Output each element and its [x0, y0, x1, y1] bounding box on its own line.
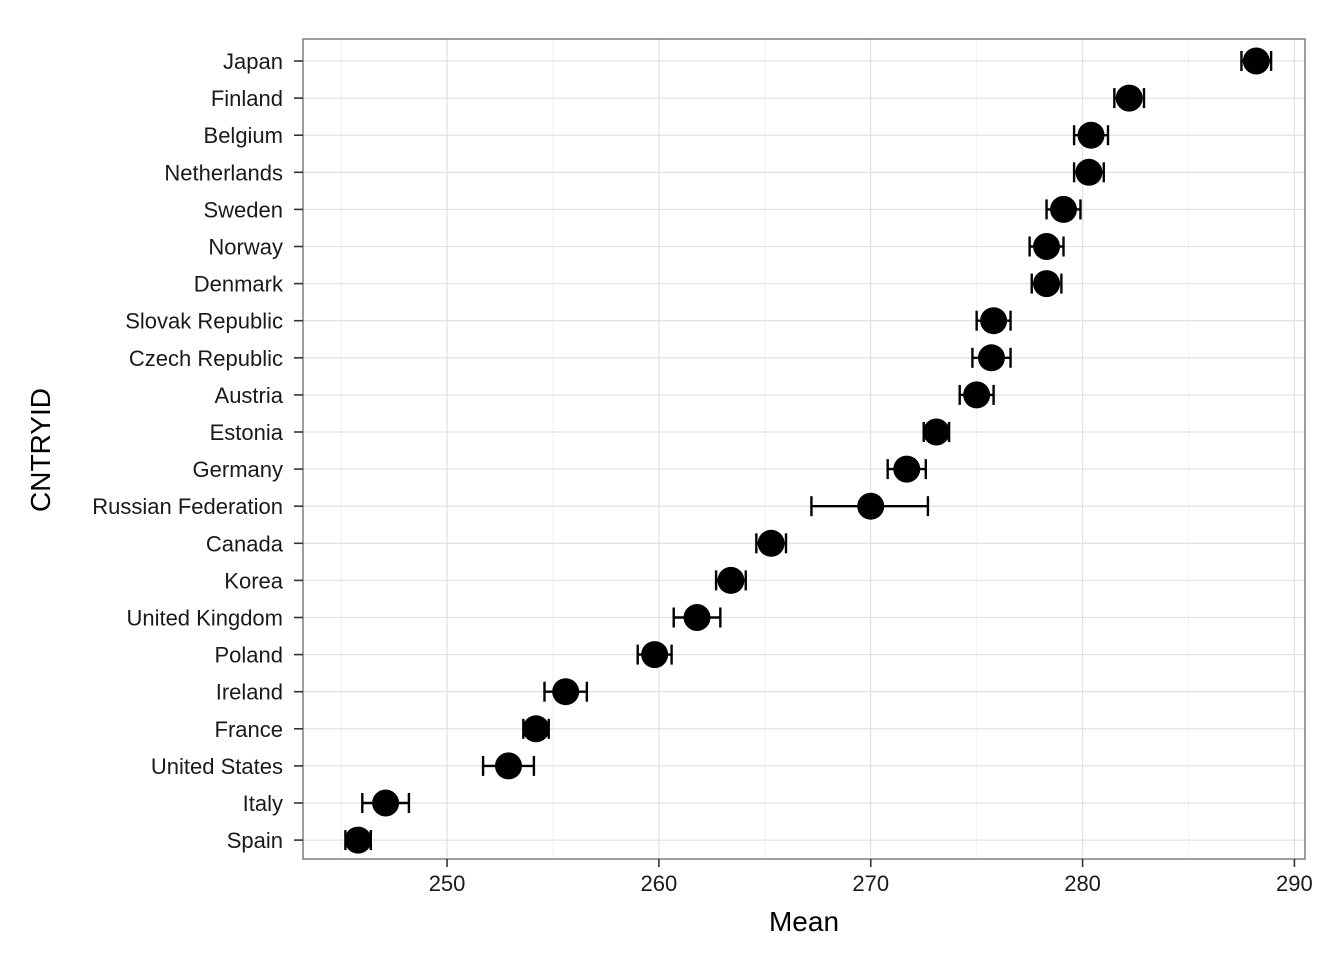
data-point	[757, 529, 785, 557]
y-tick-label: Czech Republic	[129, 346, 283, 371]
plot-panel	[303, 39, 1305, 859]
data-point	[344, 826, 372, 854]
grid-lines	[303, 39, 1305, 859]
data-point	[641, 641, 669, 669]
y-tick-label: United Kingdom	[126, 606, 283, 631]
x-axis-title: Mean	[769, 906, 839, 937]
y-tick-label: Japan	[223, 49, 283, 74]
data-point	[893, 455, 921, 483]
data-point	[977, 344, 1005, 372]
x-tick-label: 290	[1276, 871, 1313, 896]
y-tick-label: Austria	[215, 383, 284, 408]
y-tick-label: Italy	[243, 791, 283, 816]
data-points	[344, 47, 1270, 854]
data-point	[1033, 233, 1061, 260]
data-point	[857, 492, 885, 520]
data-point	[980, 307, 1008, 335]
data-point	[1050, 195, 1078, 223]
data-point	[1115, 84, 1143, 112]
data-point	[552, 678, 580, 706]
error-bars	[344, 51, 1273, 851]
y-tick-label: United States	[151, 754, 283, 779]
y-tick-label: Estonia	[210, 420, 284, 445]
y-tick-label: Sweden	[203, 197, 283, 222]
data-point	[1033, 270, 1061, 298]
x-tick-label: 250	[429, 871, 466, 896]
data-point	[522, 715, 550, 743]
y-tick-label: Poland	[214, 643, 283, 668]
y-tick-label: Norway	[208, 235, 283, 260]
y-tick-label: Germany	[193, 457, 283, 482]
y-tick-label: Denmark	[194, 272, 284, 297]
data-point	[922, 418, 950, 446]
data-point	[372, 789, 400, 817]
y-tick-label: Russian Federation	[92, 494, 283, 519]
y-tick-label: Ireland	[216, 680, 283, 705]
y-axis-title: CNTRYID	[25, 388, 56, 512]
data-point	[1242, 47, 1270, 75]
x-tick-label: 280	[1064, 871, 1101, 896]
data-point	[494, 752, 522, 780]
x-axis-ticks: 250 260 270 280 290	[429, 859, 1313, 896]
y-tick-label: Korea	[224, 568, 283, 593]
y-tick-label: Slovak Republic	[125, 309, 283, 334]
data-point	[1075, 158, 1103, 186]
x-tick-label: 270	[852, 871, 889, 896]
data-point	[717, 566, 745, 594]
y-tick-label: Canada	[206, 531, 284, 556]
y-tick-label: France	[215, 717, 283, 742]
plot-border	[302, 38, 1306, 860]
data-point	[683, 604, 711, 631]
y-tick-label: Spain	[227, 828, 283, 853]
y-tick-label: Netherlands	[164, 160, 283, 185]
y-tick-label: Belgium	[204, 123, 283, 148]
data-point	[963, 381, 991, 409]
y-tick-label: Finland	[211, 86, 283, 111]
x-tick-label: 260	[641, 871, 678, 896]
data-point	[1077, 121, 1105, 149]
y-axis-ticks: Japan Finland Belgium Netherlands Sweden Norw…	[92, 49, 303, 853]
